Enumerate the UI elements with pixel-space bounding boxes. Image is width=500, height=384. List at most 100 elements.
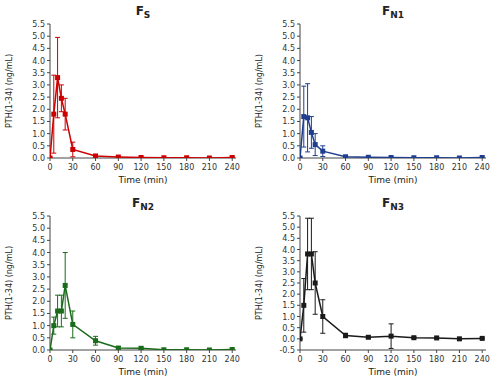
panel: FN10.00.51.01.52.02.53.03.54.04.55.05.50… <box>255 4 490 185</box>
x-tick <box>391 158 392 161</box>
y-tick-label: -0.5 <box>279 346 295 355</box>
y-tick-label: 3.0 <box>282 268 295 277</box>
y-tick-label: 4.0 <box>282 57 295 66</box>
plot-area <box>300 84 485 158</box>
y-tick <box>297 109 300 110</box>
x-tick <box>72 158 73 161</box>
marker <box>59 309 64 314</box>
y-tick <box>47 313 50 314</box>
panel-title: FS <box>136 4 151 20</box>
x-tick <box>436 350 437 353</box>
x-tick <box>413 350 414 353</box>
y-tick <box>47 24 50 25</box>
x-tick <box>72 350 73 353</box>
y-tick-label: 1.5 <box>32 309 45 318</box>
x-tick <box>368 350 369 353</box>
y-tick <box>297 338 300 339</box>
marker <box>411 335 416 340</box>
marker <box>207 348 212 351</box>
x-tick <box>186 350 187 353</box>
marker <box>184 347 189 350</box>
x-tick <box>459 158 460 161</box>
x-tick <box>300 350 301 353</box>
x-tick <box>368 158 369 161</box>
y-tick <box>47 228 50 229</box>
x-tick-label: 240 <box>475 163 490 172</box>
x-tick-label: 120 <box>383 163 398 172</box>
y-tick-label: 4.0 <box>282 246 295 255</box>
y-tick <box>47 264 50 265</box>
error-bar <box>55 37 60 117</box>
panel: FS0.00.51.01.52.02.53.03.54.04.55.05.503… <box>5 4 240 185</box>
y-axis-label: PTH(1-34) (ng/mL) <box>255 54 264 128</box>
error-bar <box>63 253 68 319</box>
marker <box>309 130 314 135</box>
y-tick-label: 0.0 <box>32 346 45 355</box>
marker <box>161 155 166 158</box>
marker <box>434 155 439 158</box>
marker <box>320 149 325 154</box>
x-tick-label: 30 <box>318 355 328 364</box>
y-tick <box>47 301 50 302</box>
marker <box>230 347 235 350</box>
x-tick-label: 180 <box>179 355 194 364</box>
marker <box>300 156 303 159</box>
error-bar <box>389 324 394 349</box>
marker <box>70 147 75 152</box>
x-tick <box>209 350 210 353</box>
x-tick <box>232 158 233 161</box>
marker <box>305 115 310 120</box>
plot-area <box>50 253 235 350</box>
y-tick <box>47 109 50 110</box>
y-tick-label: 3.5 <box>32 69 45 78</box>
x-tick-label: 240 <box>475 355 490 364</box>
y-tick <box>47 216 50 217</box>
x-tick <box>391 350 392 353</box>
x-tick-label: 150 <box>156 163 171 172</box>
y-tick <box>47 97 50 98</box>
y-tick <box>297 227 300 228</box>
marker <box>51 323 56 328</box>
y-tick-label: 5.0 <box>282 32 295 41</box>
marker <box>63 283 68 288</box>
marker <box>300 336 303 341</box>
x-tick <box>413 158 414 161</box>
x-tick <box>141 158 142 161</box>
x-tick-label: 180 <box>429 355 444 364</box>
y-tick <box>47 36 50 37</box>
plot-area <box>300 218 485 348</box>
y-tick-label: 3.5 <box>282 69 295 78</box>
marker <box>457 156 462 159</box>
y-tick-label: 1.5 <box>282 301 295 310</box>
y-tick <box>47 325 50 326</box>
x-tick <box>232 350 233 353</box>
y-tick <box>297 133 300 134</box>
series-line <box>50 78 232 158</box>
y-tick <box>297 327 300 328</box>
y-axis-label: PTH(1-34) (ng/mL) <box>5 54 14 128</box>
y-tick <box>297 24 300 25</box>
x-tick <box>345 350 346 353</box>
marker <box>301 303 306 308</box>
y-tick <box>297 48 300 49</box>
x-tick-label: 120 <box>133 355 148 364</box>
panel-title: FN3 <box>382 196 404 212</box>
x-tick-label: 60 <box>90 355 100 364</box>
x-tick-label: 30 <box>68 163 78 172</box>
x-tick-label: 30 <box>318 163 328 172</box>
panel: FN20.00.51.01.52.02.53.03.54.04.55.05.50… <box>5 196 240 377</box>
y-tick-label: 0.5 <box>282 142 295 151</box>
y-tick-label: 4.0 <box>32 249 45 258</box>
x-axis-label: Time (min) <box>368 175 418 185</box>
x-tick-label: 0 <box>297 355 302 364</box>
x-tick <box>141 350 142 353</box>
x-tick <box>482 158 483 161</box>
x-tick-label: 60 <box>90 163 100 172</box>
x-tick-label: 150 <box>406 163 421 172</box>
x-tick <box>322 350 323 353</box>
y-tick-label: 2.5 <box>282 93 295 102</box>
y-tick-label: 5.5 <box>282 20 295 29</box>
marker <box>55 75 60 80</box>
x-tick <box>118 350 119 353</box>
marker <box>320 314 325 319</box>
